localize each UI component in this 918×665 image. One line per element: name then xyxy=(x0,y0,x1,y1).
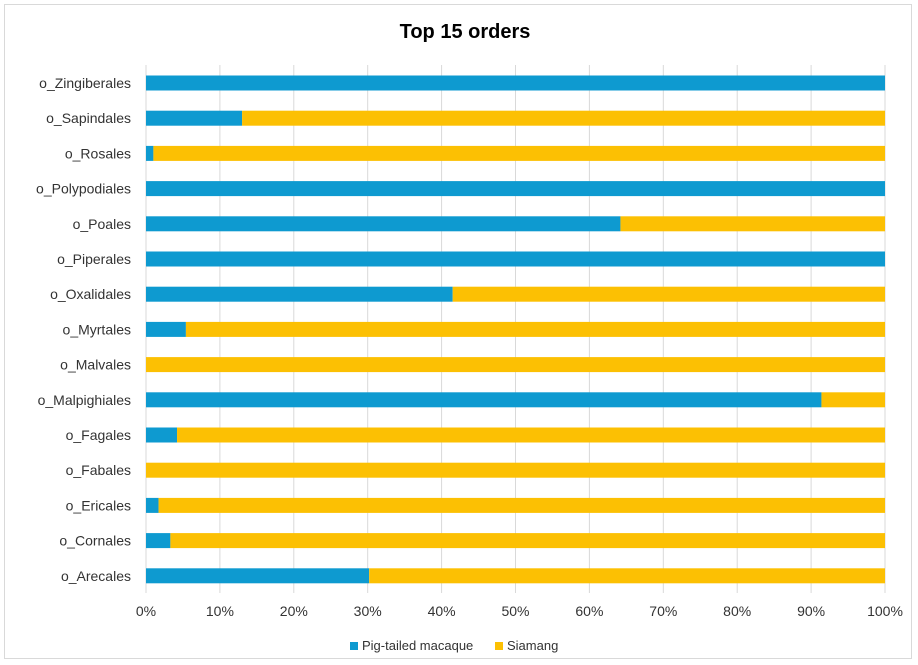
bars xyxy=(146,75,886,584)
category-label: o_Polypodiales xyxy=(36,181,131,197)
category-label: o_Sapindales xyxy=(46,110,131,126)
category-label: o_Malpighiales xyxy=(38,392,131,408)
x-tick-label: 20% xyxy=(280,603,308,619)
category-labels: o_Zingiberales o_Sapindales o_Rosales o_Pol… xyxy=(36,75,131,584)
bar-segment-series-1 xyxy=(146,251,885,267)
bar-segment-series-2 xyxy=(185,321,885,337)
bar-segment-series-1 xyxy=(146,392,822,408)
category-label: o_Fabales xyxy=(66,462,131,478)
category-label: o_Fagales xyxy=(66,427,131,443)
x-tick-label: 0% xyxy=(136,603,156,619)
bar-segment-series-2 xyxy=(620,216,885,232)
x-tick-label: 30% xyxy=(354,603,382,619)
category-label: o_Poales xyxy=(73,216,131,232)
bar-segment-series-2 xyxy=(821,392,885,408)
x-tick-label: 40% xyxy=(428,603,456,619)
bar-segment-series-2 xyxy=(158,497,886,513)
bar-segment-series-2 xyxy=(452,286,885,302)
bar-segment-series-1 xyxy=(146,75,885,91)
category-label: o_Rosales xyxy=(65,145,131,161)
category-label: o_Cornales xyxy=(59,533,131,549)
category-label: o_Zingiberales xyxy=(39,75,131,91)
chart: Top 15 orders o_Zingiberales o_Sapindales… xyxy=(36,21,903,653)
bar-segment-series-1 xyxy=(146,427,178,443)
bar-segment-series-2 xyxy=(170,533,886,549)
x-tick-label: 60% xyxy=(575,603,603,619)
bar-segment-series-1 xyxy=(146,497,159,513)
legend-swatch xyxy=(495,642,503,650)
bar-segment-series-1 xyxy=(146,181,885,197)
chart-title: Top 15 orders xyxy=(400,21,531,43)
bar-segment-series-1 xyxy=(146,568,370,584)
x-tick-label: 90% xyxy=(797,603,825,619)
chart-frame: Top 15 orders o_Zingiberales o_Sapindales… xyxy=(4,4,912,659)
category-label: o_Arecales xyxy=(61,568,131,584)
category-label: o_Malvales xyxy=(60,357,131,373)
bar-segment-series-1 xyxy=(146,145,154,161)
x-tick-label: 70% xyxy=(649,603,677,619)
bar-segment-series-2 xyxy=(369,568,886,584)
x-tick-label: 10% xyxy=(206,603,234,619)
bar-segment-series-2 xyxy=(242,110,885,126)
bar-segment-series-2 xyxy=(153,145,885,161)
bar-segment-series-1 xyxy=(146,533,171,549)
legend: Pig-tailed macaque Siamang xyxy=(350,638,558,653)
category-label: o_Oxalidales xyxy=(50,286,131,302)
legend-swatch xyxy=(350,642,358,650)
bar-segment-series-1 xyxy=(146,321,186,337)
category-label: o_Myrtales xyxy=(63,321,131,337)
bar-segment-series-1 xyxy=(146,216,621,232)
bar-segment-series-2 xyxy=(146,357,885,373)
x-tick-labels: 0% 10% 20% 30% 40% 50% 60% 70% 80% 90% 100% xyxy=(136,603,903,619)
x-tick-label: 100% xyxy=(867,603,903,619)
bar-segment-series-1 xyxy=(146,286,453,302)
legend-label: Pig-tailed macaque xyxy=(362,638,473,653)
x-tick-label: 80% xyxy=(723,603,751,619)
category-label: o_Ericales xyxy=(66,497,131,513)
legend-label: Siamang xyxy=(507,638,558,653)
bar-segment-series-2 xyxy=(146,462,885,478)
bar-segment-series-1 xyxy=(146,110,243,126)
category-label: o_Piperales xyxy=(57,251,131,267)
x-tick-label: 50% xyxy=(501,603,529,619)
bar-segment-series-2 xyxy=(177,427,886,443)
